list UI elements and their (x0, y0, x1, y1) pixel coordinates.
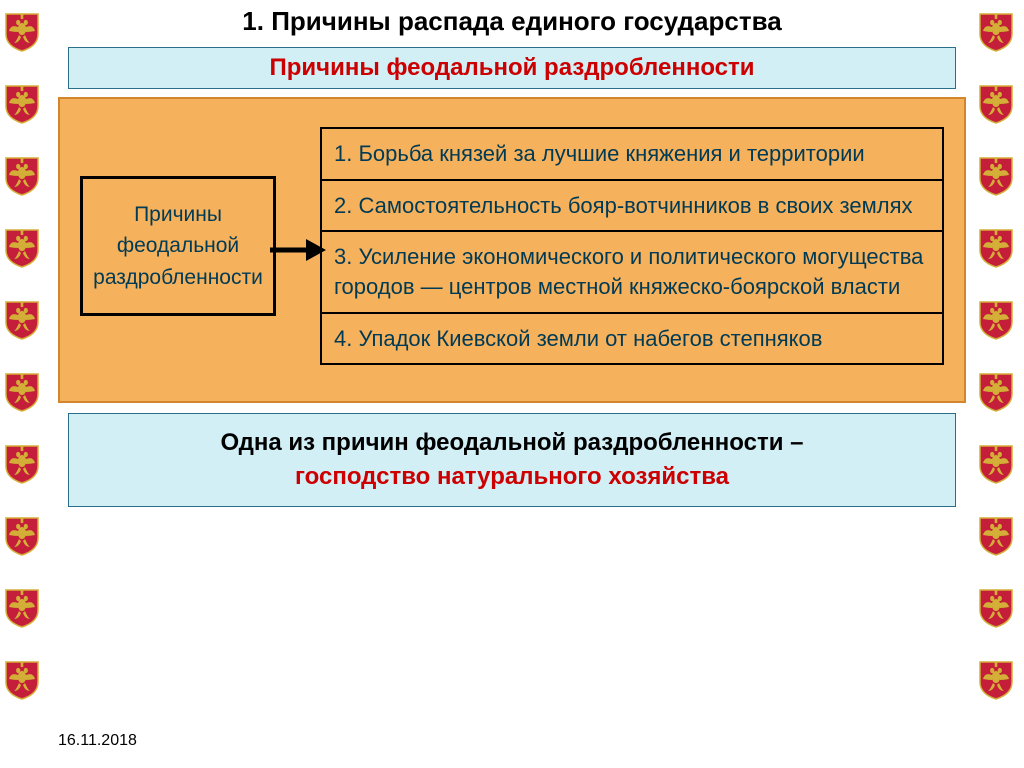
russian-coat-of-arms-icon (978, 586, 1014, 628)
subtitle-box: Причины феодальной раздробленности (68, 47, 956, 89)
russian-coat-of-arms-icon (4, 82, 40, 124)
reason-item: 1. Борьба князей за лучшие княжения и те… (321, 128, 943, 180)
emblem-column-right (978, 0, 1020, 768)
russian-coat-of-arms-icon (978, 82, 1014, 124)
russian-coat-of-arms-icon (4, 586, 40, 628)
russian-coat-of-arms-icon (4, 10, 40, 52)
russian-coat-of-arms-icon (978, 226, 1014, 268)
reasons-items-table: 1. Борьба князей за лучшие княжения и те… (320, 127, 944, 365)
footer-line1: Одна из причин феодальной раздробленност… (89, 426, 935, 460)
reasons-label-l2: феодальной (117, 234, 239, 257)
russian-coat-of-arms-icon (978, 10, 1014, 52)
date-stamp: 16.11.2018 (58, 732, 137, 750)
russian-coat-of-arms-icon (978, 370, 1014, 412)
reason-item: 4. Упадок Киевской земли от набегов степ… (321, 313, 943, 365)
reasons-label-l3: раздробленности (93, 266, 263, 289)
russian-coat-of-arms-icon (4, 514, 40, 556)
russian-coat-of-arms-icon (978, 658, 1014, 700)
emblem-column-left (4, 0, 46, 768)
slide-content: 1. Причины распада единого государства П… (58, 6, 966, 507)
slide-title: 1. Причины распада единого государства (58, 6, 966, 37)
russian-coat-of-arms-icon (4, 298, 40, 340)
footer-line2: господство натурального хозяйства (89, 460, 935, 494)
reasons-label-l1: Причины (134, 203, 222, 226)
russian-coat-of-arms-icon (4, 658, 40, 700)
russian-coat-of-arms-icon (4, 442, 40, 484)
russian-coat-of-arms-icon (978, 442, 1014, 484)
russian-coat-of-arms-icon (4, 226, 40, 268)
russian-coat-of-arms-icon (4, 370, 40, 412)
russian-coat-of-arms-icon (978, 154, 1014, 196)
footer-box: Одна из причин феодальной раздробленност… (68, 413, 956, 506)
reason-item: 2. Самостоятельность бояр-вотчинников в … (321, 180, 943, 232)
diagram-panel: Причины феодальной раздробленности 1. Бо… (58, 97, 966, 403)
russian-coat-of-arms-icon (978, 514, 1014, 556)
russian-coat-of-arms-icon (978, 298, 1014, 340)
russian-coat-of-arms-icon (4, 154, 40, 196)
reason-item: 3. Усиление экономического и политическо… (321, 231, 943, 312)
reasons-label-box: Причины феодальной раздробленности (80, 176, 276, 317)
